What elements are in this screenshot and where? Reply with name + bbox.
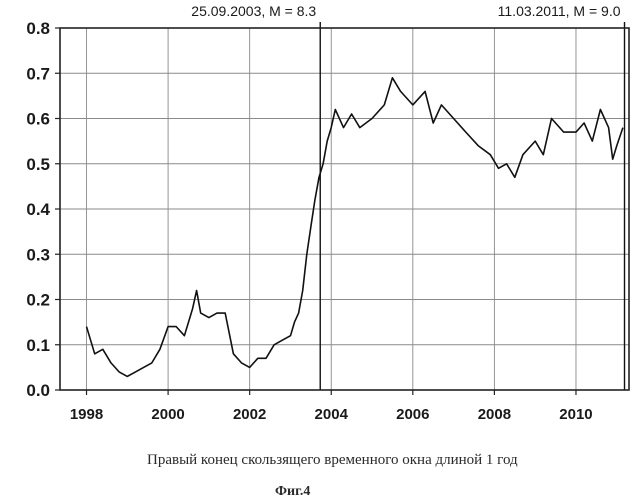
y-tick-label: 0.6 xyxy=(26,110,50,129)
x-tick-label: 2002 xyxy=(233,406,266,423)
y-tick-label: 0.1 xyxy=(26,336,50,355)
figure-label: Фиг.4 xyxy=(275,484,310,500)
y-axis-ticks: 0.0 0.1 0.2 0.3 0.4 0.5 0.6 0.7 0.8 xyxy=(26,19,60,400)
y-tick-label: 0.8 xyxy=(26,19,50,38)
y-tick-label: 0.7 xyxy=(26,64,50,83)
x-tick-label: 2008 xyxy=(478,406,511,423)
y-tick-label: 0.0 xyxy=(26,381,50,400)
event-annotation: 11.03.2011, M = 9.0 xyxy=(498,3,621,19)
y-tick-label: 0.5 xyxy=(26,155,50,174)
event-annotation: 25.09.2003, M = 8.3 xyxy=(191,3,316,19)
x-axis-ticks: 1998 2000 2002 2004 2006 2008 2010 xyxy=(70,390,593,423)
annotations: 25.09.2003, M = 8.3 11.03.2011, M = 9.0 xyxy=(191,3,620,19)
x-tick-label: 2010 xyxy=(559,406,592,423)
y-tick-label: 0.4 xyxy=(26,200,50,219)
y-tick-label: 0.2 xyxy=(26,291,50,310)
grid-lines xyxy=(60,28,629,390)
x-tick-label: 1998 xyxy=(70,406,103,423)
x-tick-label: 2004 xyxy=(315,406,349,423)
series-line-0 xyxy=(87,78,623,377)
y-tick-label: 0.3 xyxy=(26,245,50,264)
x-tick-label: 2006 xyxy=(396,406,429,423)
x-tick-label: 2000 xyxy=(151,406,184,423)
x-axis-label: Правый конец скользящего временного окна… xyxy=(147,452,518,469)
event-markers xyxy=(320,22,624,390)
